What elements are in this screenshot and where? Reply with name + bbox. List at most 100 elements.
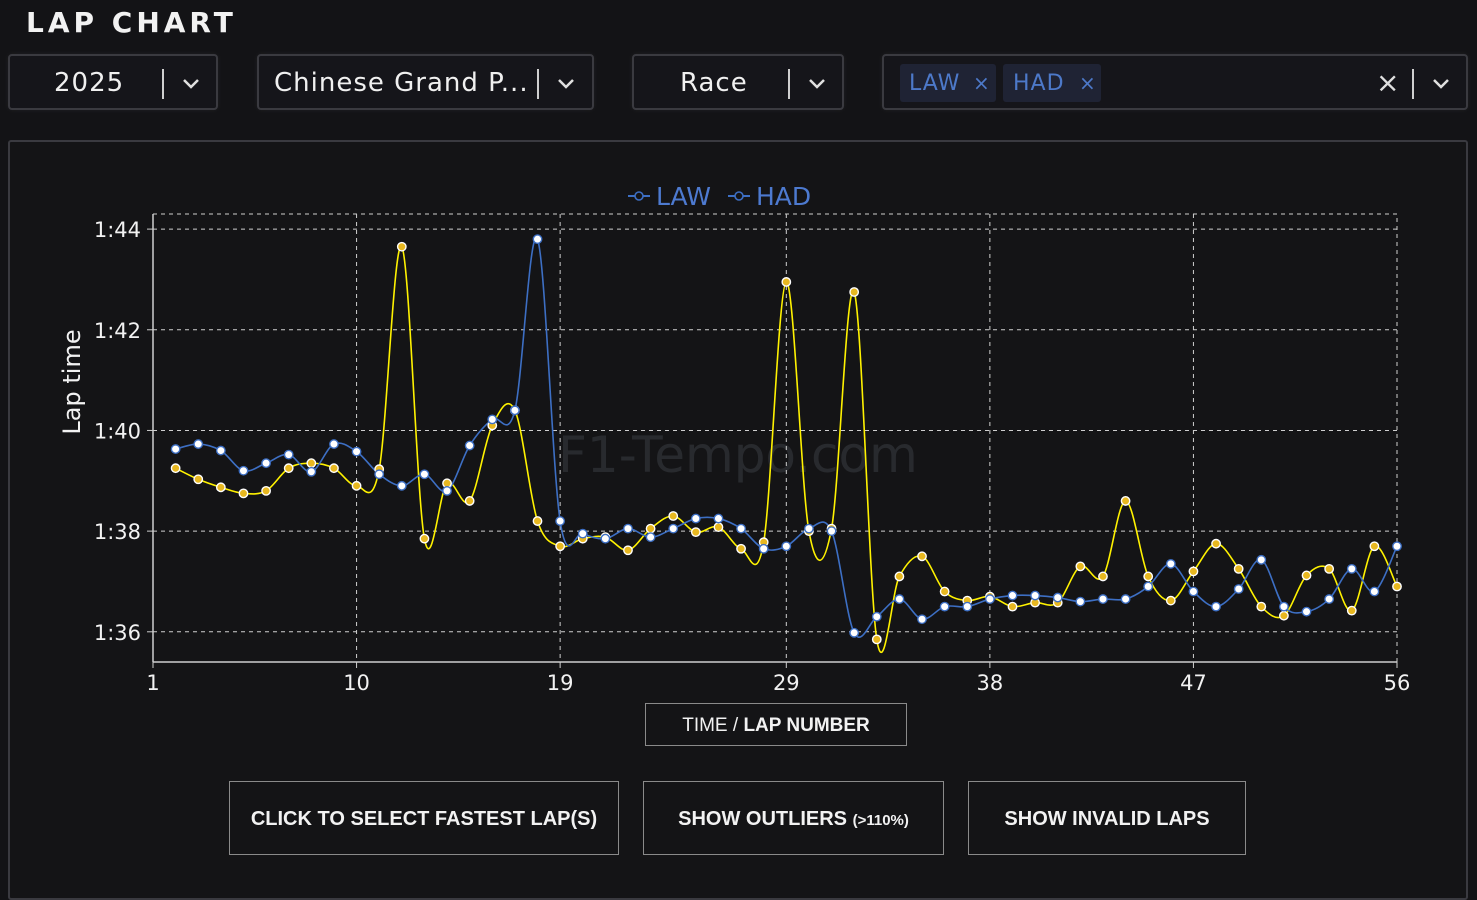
data-point-had[interactable] [939, 601, 950, 612]
data-point-had[interactable] [690, 513, 701, 524]
data-point-had[interactable] [306, 466, 317, 477]
data-point-had[interactable] [1233, 584, 1244, 594]
data-point-had[interactable] [442, 485, 452, 496]
data-point-law[interactable] [1143, 571, 1154, 582]
data-point-law[interactable] [871, 634, 882, 645]
data-point-had[interactable] [849, 627, 860, 638]
data-point-law[interactable] [238, 488, 249, 499]
chevron-down-icon[interactable] [553, 70, 579, 96]
data-point-had[interactable] [1165, 558, 1176, 569]
data-point-law[interactable] [261, 485, 271, 496]
data-point-had[interactable] [713, 513, 724, 524]
data-point-had[interactable] [329, 439, 339, 449]
data-point-law[interactable] [1007, 601, 1018, 612]
data-point-had[interactable] [804, 523, 814, 534]
data-point-law[interactable] [532, 516, 543, 526]
data-point-law[interactable] [464, 496, 475, 506]
data-point-law[interactable] [781, 277, 792, 287]
data-point-had[interactable] [623, 523, 633, 534]
show-outliers-button[interactable]: SHOW OUTLIERS (>110%) [643, 781, 944, 855]
data-point-law[interactable] [1098, 571, 1108, 582]
data-point-had[interactable] [1120, 594, 1131, 604]
legend-label-had[interactable]: HAD [756, 182, 811, 211]
data-point-had[interactable] [1324, 594, 1335, 604]
data-point-had[interactable] [781, 541, 792, 552]
data-point-law[interactable] [1301, 570, 1312, 581]
data-point-law[interactable] [193, 474, 204, 485]
data-point-law[interactable] [1120, 496, 1131, 506]
data-point-law[interactable] [1256, 601, 1267, 612]
data-point-had[interactable] [419, 469, 430, 480]
data-point-law[interactable] [1392, 581, 1402, 592]
year-select[interactable]: 2025 [8, 54, 218, 110]
data-point-had[interactable] [532, 234, 543, 245]
data-point-had[interactable] [984, 594, 995, 604]
data-point-law[interactable] [170, 463, 181, 474]
remove-icon[interactable]: × [1079, 71, 1096, 95]
data-point-had[interactable] [736, 523, 746, 534]
data-point-law[interactable] [713, 522, 724, 532]
event-select[interactable]: Chinese Grand P... [257, 54, 594, 110]
data-point-law[interactable] [555, 541, 566, 552]
data-point-had[interactable] [1075, 596, 1086, 607]
data-point-had[interactable] [396, 480, 407, 491]
data-point-had[interactable] [1098, 594, 1108, 604]
data-point-had[interactable] [577, 528, 588, 539]
data-point-had[interactable] [1143, 581, 1154, 592]
data-point-had[interactable] [374, 469, 385, 480]
data-point-had[interactable] [1030, 590, 1041, 601]
data-point-had[interactable] [261, 458, 271, 469]
data-point-had[interactable] [1392, 541, 1402, 552]
data-point-law[interactable] [1324, 563, 1335, 574]
data-point-had[interactable] [826, 526, 837, 537]
data-point-law[interactable] [894, 571, 905, 582]
data-point-law[interactable] [1279, 610, 1289, 621]
session-select[interactable]: Race [632, 54, 844, 110]
data-point-law[interactable] [623, 545, 633, 556]
data-point-law[interactable] [1165, 595, 1176, 606]
remove-icon[interactable]: × [973, 71, 990, 95]
data-point-had[interactable] [1346, 563, 1357, 574]
data-point-had[interactable] [555, 516, 566, 526]
chevron-down-icon[interactable] [804, 70, 830, 96]
data-point-law[interactable] [1346, 605, 1357, 616]
data-point-law[interactable] [736, 543, 746, 554]
data-point-law[interactable] [1211, 538, 1221, 549]
data-point-law[interactable] [645, 523, 656, 534]
data-point-law[interactable] [917, 551, 927, 562]
show-invalid-laps-button[interactable]: SHOW INVALID LAPS [968, 781, 1246, 855]
data-point-law[interactable] [690, 527, 701, 538]
clear-icon[interactable]: × [1376, 66, 1400, 99]
data-point-law[interactable] [215, 482, 226, 493]
data-point-had[interactable] [283, 449, 294, 460]
data-point-law[interactable] [1188, 566, 1199, 577]
data-point-had[interactable] [600, 533, 611, 544]
data-point-law[interactable] [396, 241, 407, 252]
data-point-law[interactable] [849, 287, 860, 297]
data-point-had[interactable] [917, 614, 927, 625]
data-point-had[interactable] [1007, 590, 1018, 601]
data-point-had[interactable] [509, 405, 520, 416]
data-point-had[interactable] [1256, 554, 1267, 565]
data-point-had[interactable] [871, 611, 882, 622]
data-point-had[interactable] [1369, 586, 1380, 597]
data-point-had[interactable] [215, 445, 226, 456]
data-point-had[interactable] [894, 594, 905, 604]
data-point-law[interactable] [283, 463, 294, 474]
chevron-down-icon[interactable] [1428, 70, 1454, 96]
data-point-had[interactable] [351, 446, 362, 457]
data-point-law[interactable] [351, 480, 362, 491]
driver-multiselect[interactable]: LAW × HAD × × [882, 54, 1468, 110]
data-point-had[interactable] [758, 543, 769, 554]
data-point-law[interactable] [939, 586, 950, 597]
data-point-had[interactable] [464, 440, 475, 451]
data-point-law[interactable] [329, 463, 339, 474]
data-point-had[interactable] [1188, 586, 1199, 597]
data-point-law[interactable] [668, 511, 679, 521]
axis-mode-toggle[interactable]: TIME / LAP NUMBER [645, 703, 907, 746]
data-point-law[interactable] [1233, 563, 1244, 574]
data-point-had[interactable] [193, 439, 204, 449]
legend-label-law[interactable]: LAW [656, 182, 711, 211]
data-point-law[interactable] [419, 533, 430, 544]
data-point-had[interactable] [1052, 592, 1063, 603]
